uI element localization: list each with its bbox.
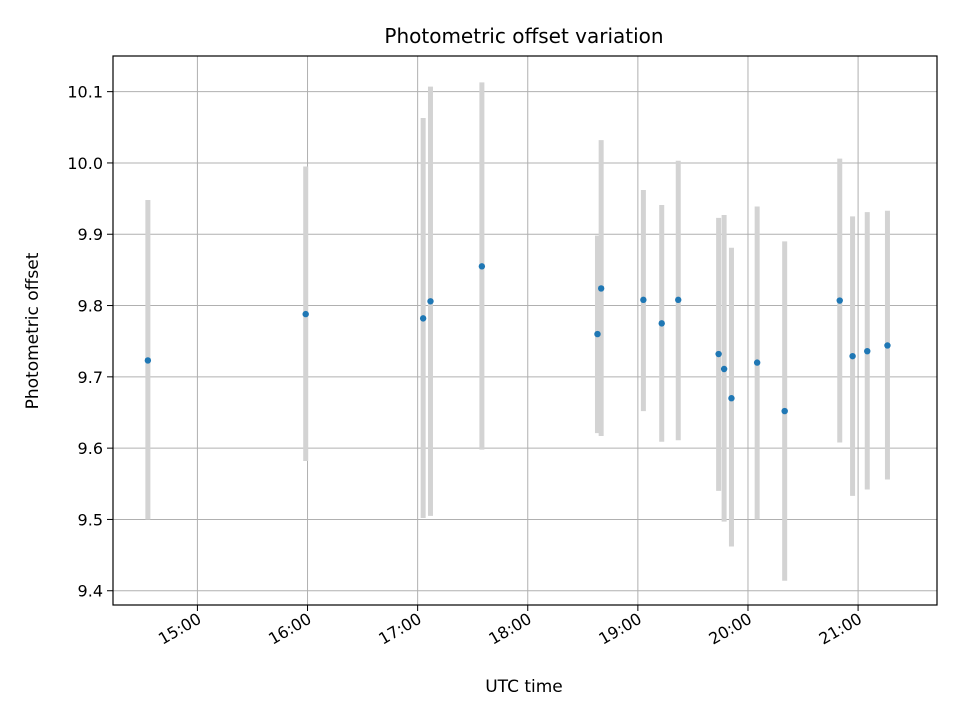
data-point <box>427 298 434 305</box>
data-point <box>144 357 152 364</box>
grid <box>113 56 937 605</box>
x-tick-label: 17:00 <box>375 609 424 649</box>
data-points <box>144 263 891 415</box>
data-point <box>675 296 682 304</box>
y-tick-label: 10.0 <box>67 154 103 173</box>
x-tick-label: 20:00 <box>706 609 755 649</box>
y-tick-label: 9.5 <box>78 510 103 529</box>
y-tick-label: 9.4 <box>78 582 103 601</box>
error-bars <box>145 82 890 581</box>
data-point <box>658 320 665 327</box>
y-axis-label: Photometric offset <box>23 252 43 409</box>
data-point <box>720 365 728 373</box>
data-point <box>594 330 601 338</box>
y-axis-ticks: 9.4 9.5 9.6 9.7 9.8 9.9 10.0 10.1 <box>67 83 113 601</box>
y-tick-label: 10.1 <box>67 83 103 102</box>
y-tick-label: 9.9 <box>78 225 103 244</box>
data-point <box>715 350 722 358</box>
y-tick-label: 9.7 <box>78 368 103 387</box>
y-tick-label: 9.8 <box>78 297 103 316</box>
data-point <box>884 342 891 349</box>
y-tick-label: 9.6 <box>78 439 103 458</box>
data-point <box>864 347 871 355</box>
data-point <box>728 395 735 402</box>
data-point <box>640 296 647 304</box>
x-axis-ticks: 15:00 16:00 17:00 18:00 19:00 20:00 21:00 <box>155 605 865 649</box>
chart-title: Photometric offset variation <box>384 24 663 48</box>
data-point <box>781 407 788 415</box>
x-axis-label: UTC time <box>485 677 563 697</box>
data-point <box>836 297 843 304</box>
x-tick-label: 18:00 <box>485 609 534 649</box>
data-point <box>849 352 856 360</box>
data-point <box>478 263 486 270</box>
data-point <box>302 310 309 318</box>
plot-frame <box>112 55 938 606</box>
data-point <box>753 359 761 366</box>
x-tick-label: 19:00 <box>595 609 644 649</box>
data-point <box>597 285 605 292</box>
x-tick-label: 21:00 <box>816 609 865 649</box>
data-point <box>419 315 427 322</box>
x-tick-label: 15:00 <box>155 609 204 649</box>
x-tick-label: 16:00 <box>265 609 314 649</box>
